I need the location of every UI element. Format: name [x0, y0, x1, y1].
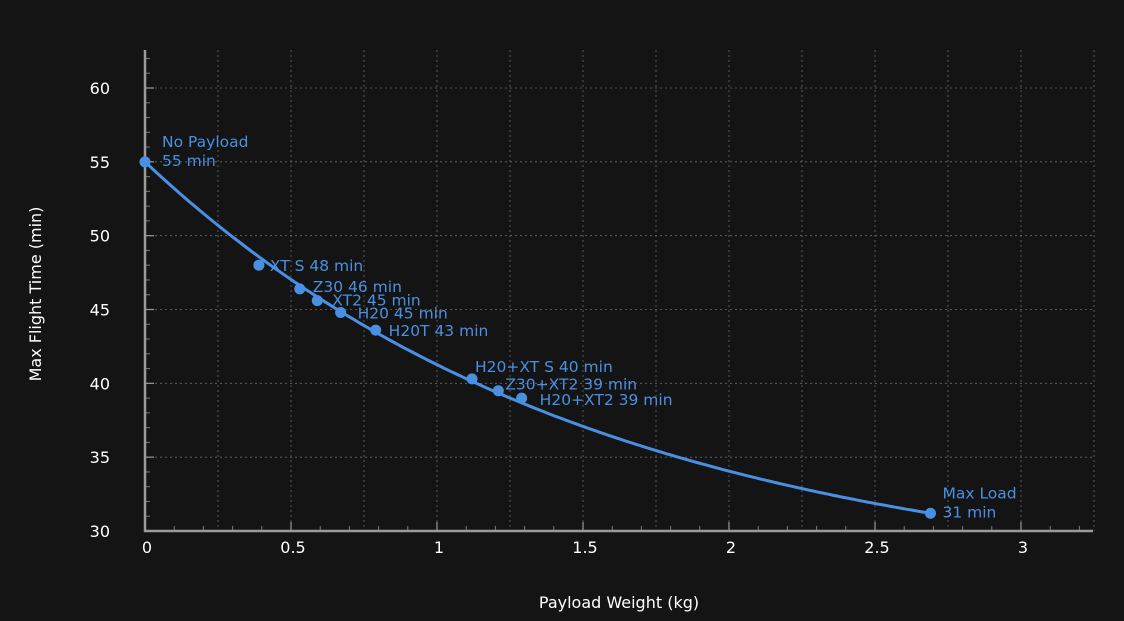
y-axis-title: Max Flight Time (min): [26, 207, 45, 382]
data-label: H20+XT S 40 min: [475, 358, 613, 376]
data-point: [139, 156, 151, 168]
x-tick-label: 2: [726, 538, 736, 557]
y-tick-label: 45: [90, 301, 110, 320]
data-label: 31 min: [942, 503, 996, 521]
x-tick-label: 2.5: [864, 538, 889, 557]
data-point: [492, 385, 504, 397]
data-label: 55 min: [162, 152, 216, 170]
y-tick-label: 50: [90, 227, 110, 246]
data-point: [516, 392, 528, 404]
data-label: XT S 48 min: [270, 257, 363, 275]
data-label: H20 45 min: [358, 304, 448, 322]
x-tick-label: 0: [142, 538, 152, 557]
y-tick-label: 60: [90, 79, 110, 98]
data-point: [294, 283, 306, 295]
x-tick-label: 1.5: [572, 538, 597, 557]
data-point: [370, 324, 382, 336]
x-tick-label: 1: [434, 538, 444, 557]
data-point: [253, 259, 265, 271]
data-point: [466, 373, 478, 385]
x-tick-label: 0.5: [280, 538, 305, 557]
data-point: [924, 507, 936, 519]
data-point: [335, 306, 347, 318]
y-tick-label: 55: [90, 153, 110, 172]
y-tick-label: 35: [90, 448, 110, 467]
data-label: Z30 46 min: [313, 278, 402, 296]
flight-time-curve: [143, 160, 931, 515]
x-tick-label: 3: [1018, 538, 1028, 557]
y-tick-label: 40: [90, 374, 110, 393]
data-label: No Payload: [162, 133, 248, 151]
x-axis-title: Payload Weight (kg): [539, 593, 699, 612]
data-label: Max Load: [942, 484, 1016, 502]
data-label: XT2 45 min: [332, 292, 420, 310]
y-tick-label: 30: [90, 522, 110, 541]
data-label: Z30+XT2 39 min: [505, 376, 637, 394]
data-label: H20+XT2 39 min: [540, 391, 673, 409]
data-label: H20T 43 min: [389, 322, 489, 340]
data-point: [311, 295, 323, 307]
